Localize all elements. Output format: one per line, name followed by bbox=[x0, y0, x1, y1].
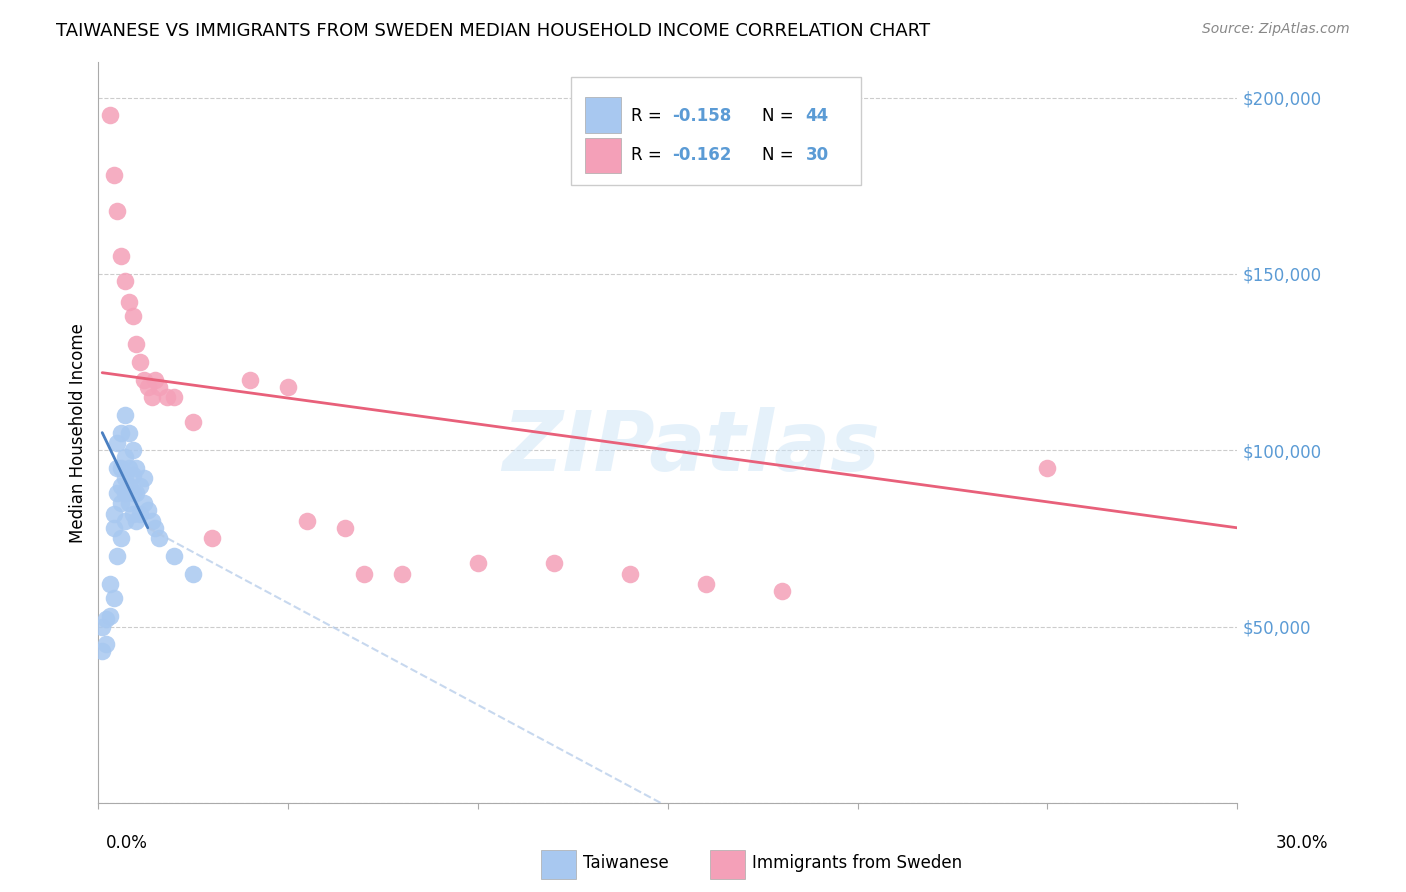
Text: N =: N = bbox=[762, 146, 799, 164]
Point bbox=[118, 496, 141, 510]
Point bbox=[183, 415, 205, 429]
Point bbox=[110, 496, 132, 510]
Point bbox=[103, 507, 125, 521]
Point bbox=[156, 390, 179, 404]
Point bbox=[145, 373, 167, 387]
Point bbox=[353, 566, 375, 581]
Point bbox=[129, 355, 152, 369]
Point bbox=[121, 507, 143, 521]
Point bbox=[110, 461, 132, 475]
Point bbox=[107, 549, 129, 563]
Point bbox=[110, 532, 132, 546]
Point bbox=[98, 108, 121, 122]
Point bbox=[132, 496, 155, 510]
Point bbox=[91, 644, 114, 658]
Point bbox=[103, 591, 125, 606]
Point bbox=[695, 577, 717, 591]
Text: ZIPatlas: ZIPatlas bbox=[502, 407, 880, 488]
Point bbox=[277, 380, 299, 394]
Point bbox=[110, 478, 132, 492]
Text: N =: N = bbox=[762, 107, 799, 125]
Point bbox=[114, 485, 136, 500]
Point bbox=[121, 485, 143, 500]
Point bbox=[118, 295, 141, 310]
Point bbox=[619, 566, 641, 581]
Point bbox=[148, 380, 170, 394]
Point bbox=[114, 471, 136, 485]
Point bbox=[94, 637, 117, 651]
Text: -0.162: -0.162 bbox=[672, 146, 731, 164]
Text: R =: R = bbox=[631, 146, 668, 164]
Text: 30.0%: 30.0% bbox=[1277, 834, 1329, 852]
Point bbox=[107, 461, 129, 475]
FancyBboxPatch shape bbox=[585, 138, 621, 173]
Point bbox=[201, 532, 224, 546]
Point bbox=[94, 612, 117, 626]
Point bbox=[121, 443, 143, 458]
Point bbox=[239, 373, 262, 387]
Point bbox=[1036, 461, 1059, 475]
Point bbox=[107, 436, 129, 450]
Point bbox=[110, 249, 132, 263]
Text: 44: 44 bbox=[806, 107, 830, 125]
Point bbox=[114, 514, 136, 528]
Point bbox=[118, 478, 141, 492]
Text: -0.158: -0.158 bbox=[672, 107, 731, 125]
Text: Source: ZipAtlas.com: Source: ZipAtlas.com bbox=[1202, 22, 1350, 37]
FancyBboxPatch shape bbox=[585, 97, 621, 133]
Point bbox=[103, 168, 125, 182]
Text: R =: R = bbox=[631, 107, 668, 125]
Point bbox=[335, 521, 357, 535]
Point bbox=[467, 556, 489, 570]
Point bbox=[543, 556, 565, 570]
Point bbox=[98, 577, 121, 591]
Point bbox=[110, 425, 132, 440]
Point bbox=[107, 485, 129, 500]
Point bbox=[114, 450, 136, 465]
Point bbox=[136, 503, 159, 517]
Point bbox=[163, 390, 186, 404]
Point bbox=[114, 274, 136, 288]
Point bbox=[145, 521, 167, 535]
Point bbox=[163, 549, 186, 563]
Point bbox=[132, 471, 155, 485]
Point bbox=[114, 408, 136, 422]
Point bbox=[125, 461, 148, 475]
Point bbox=[129, 507, 152, 521]
Text: 0.0%: 0.0% bbox=[105, 834, 148, 852]
Point bbox=[391, 566, 413, 581]
Point bbox=[107, 203, 129, 218]
Point bbox=[297, 514, 319, 528]
Point bbox=[91, 619, 114, 633]
Point bbox=[132, 373, 155, 387]
Point bbox=[136, 380, 159, 394]
Point bbox=[125, 337, 148, 351]
Point bbox=[125, 485, 148, 500]
Text: Taiwanese: Taiwanese bbox=[583, 855, 669, 872]
Y-axis label: Median Household Income: Median Household Income bbox=[69, 323, 87, 542]
Point bbox=[141, 514, 163, 528]
Point bbox=[103, 521, 125, 535]
Point bbox=[770, 584, 793, 599]
Text: Immigrants from Sweden: Immigrants from Sweden bbox=[752, 855, 962, 872]
Point bbox=[121, 310, 143, 324]
Point bbox=[118, 461, 141, 475]
Point bbox=[148, 532, 170, 546]
Point bbox=[98, 609, 121, 624]
Text: TAIWANESE VS IMMIGRANTS FROM SWEDEN MEDIAN HOUSEHOLD INCOME CORRELATION CHART: TAIWANESE VS IMMIGRANTS FROM SWEDEN MEDI… bbox=[56, 22, 931, 40]
Text: 30: 30 bbox=[806, 146, 828, 164]
Point bbox=[118, 425, 141, 440]
FancyBboxPatch shape bbox=[571, 78, 862, 185]
Point bbox=[129, 478, 152, 492]
Point bbox=[121, 467, 143, 482]
Point bbox=[183, 566, 205, 581]
Point bbox=[125, 514, 148, 528]
Point bbox=[141, 390, 163, 404]
